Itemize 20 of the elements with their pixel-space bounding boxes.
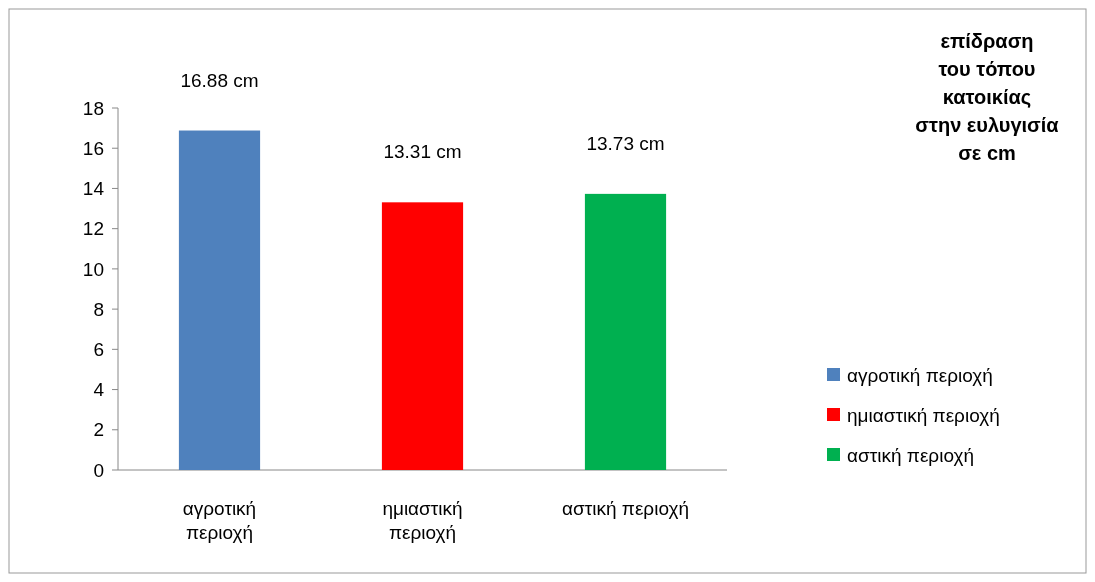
y-tick-label: 14 <box>82 178 105 200</box>
y-tick-label: 2 <box>93 419 104 441</box>
x-tick-label: ημιαστική περιοχή <box>382 498 463 543</box>
y-tick-label: 0 <box>93 459 104 481</box>
y-tick-label: 8 <box>93 298 104 320</box>
y-tick-label: 4 <box>93 379 105 401</box>
data-label: 13.73 cm <box>586 132 665 154</box>
data-label: 13.31 cm <box>383 141 462 163</box>
x-tick-label: αγροτική περιοχή <box>182 498 257 543</box>
y-tick-label: 10 <box>82 258 104 280</box>
text: επίδραση του τόπου κατοικίας στην ευλυγισία σε cm <box>915 30 1060 164</box>
legend-label: ημιαστική περιοχή <box>847 404 1000 426</box>
y-tick-label: 18 <box>82 97 104 119</box>
legend-label: αγροτική περιοχή <box>847 364 993 386</box>
y-tick-label: 16 <box>82 137 104 159</box>
x-tick-label: αστική περιοχή <box>562 498 689 519</box>
legend-label: αστική περιοχή <box>847 444 974 466</box>
y-tick-label: 6 <box>93 338 104 360</box>
y-tick-label: 12 <box>82 218 104 240</box>
data-label: 16.88 cm <box>180 69 259 91</box>
